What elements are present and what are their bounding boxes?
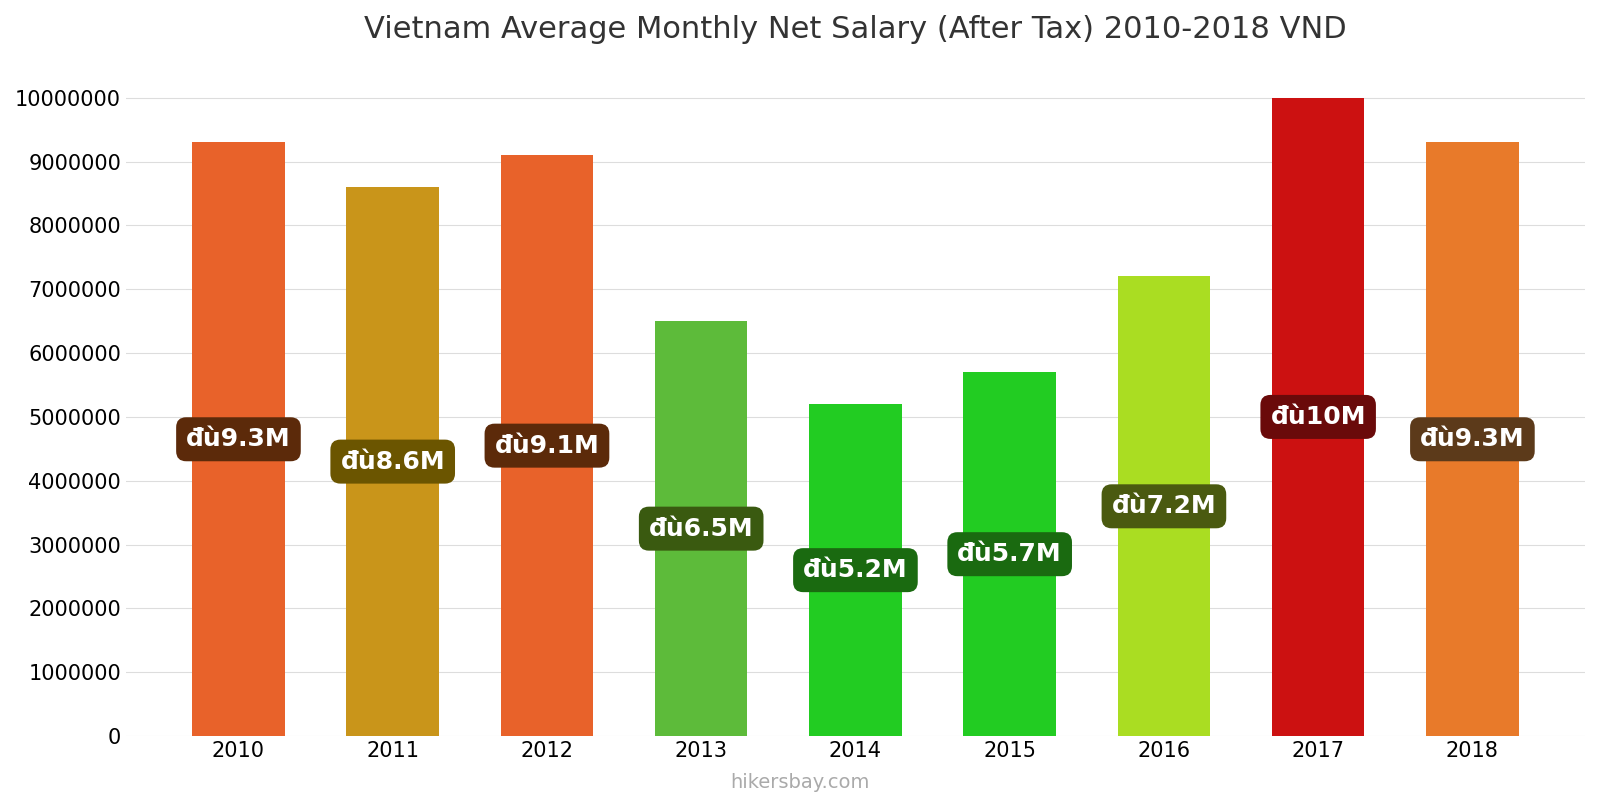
Text: đù8.6M: đù8.6M (341, 450, 445, 474)
Bar (1426, 142, 1518, 736)
Text: đù7.2M: đù7.2M (1112, 494, 1216, 518)
Bar (1272, 98, 1365, 736)
Text: đù5.7M: đù5.7M (957, 542, 1062, 566)
Text: đù9.1M: đù9.1M (494, 434, 600, 458)
Bar (347, 187, 438, 736)
Text: đù9.3M: đù9.3M (1421, 427, 1525, 451)
Text: đù6.5M: đù6.5M (650, 517, 754, 541)
Bar (963, 372, 1056, 736)
Bar (501, 155, 594, 736)
Text: đù5.2M: đù5.2M (803, 558, 907, 582)
Bar (192, 142, 285, 736)
Title: Vietnam Average Monthly Net Salary (After Tax) 2010-2018 VND: Vietnam Average Monthly Net Salary (Afte… (365, 15, 1347, 44)
Text: đù10M: đù10M (1270, 405, 1366, 429)
Bar (1118, 277, 1210, 736)
Text: đù9.3M: đù9.3M (186, 427, 291, 451)
Bar (810, 404, 902, 736)
Bar (654, 321, 747, 736)
Text: hikersbay.com: hikersbay.com (730, 773, 870, 792)
